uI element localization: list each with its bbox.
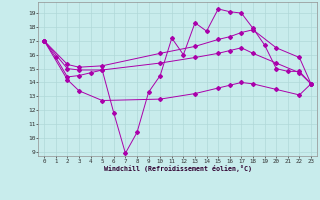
X-axis label: Windchill (Refroidissement éolien,°C): Windchill (Refroidissement éolien,°C): [104, 165, 252, 172]
